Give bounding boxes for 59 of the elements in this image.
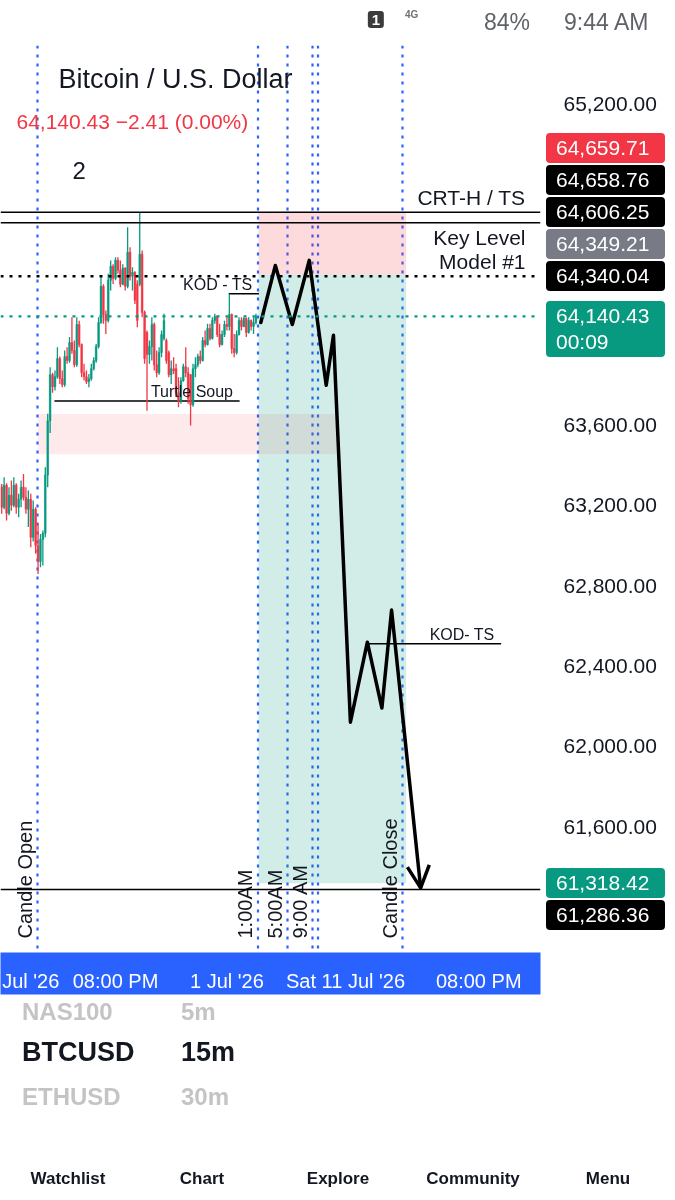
text: Explore (306, 1169, 370, 1189)
y-tick-label: 63,200.00 (563, 493, 657, 517)
y-tick-label: 62,400.00 (563, 653, 657, 677)
ref-line-label: 64,606.25 (546, 196, 665, 227)
text: 4G (405, 9, 419, 21)
candlestick (39, 533, 42, 568)
text: Chart (179, 1169, 225, 1189)
candlestick (150, 316, 153, 362)
text: Menu (585, 1169, 631, 1189)
annotation: Candle Open (13, 820, 36, 939)
x-tick-label: 08:00 PM (435, 969, 522, 992)
text: Bitcoin / U.S. Dollar (58, 63, 293, 94)
text: 9:44 AM (564, 9, 649, 36)
candlestick (0, 483, 3, 515)
annotation: Model #1 (439, 250, 526, 274)
ref-line-label: 64,140.43 00:09 (546, 300, 665, 357)
annotation: 1:00AM (234, 869, 256, 939)
annotation: 2 (72, 157, 86, 184)
annotation: Candle Close (378, 818, 401, 939)
x-tick-label: 08:00 PM (72, 969, 159, 992)
text: BTCUSD (22, 1037, 135, 1069)
ref-line-label: 64,658.76 (546, 164, 665, 195)
ref-line-label: 64,340.04 (546, 260, 665, 291)
series-label: KOD - TS (183, 275, 253, 293)
ref-line-label: 61,286.36 (546, 899, 665, 930)
x-tick-label: 1 Jul '26 (189, 969, 264, 992)
series-label: KOD- TS (429, 625, 495, 643)
candlestick (3, 476, 6, 510)
candlestick (10, 479, 13, 512)
annotation: 9:00 AM (288, 865, 311, 939)
y-tick-label: 65,200.00 (563, 91, 657, 115)
candlestick (131, 266, 134, 292)
annotation: CRT-H / TS (417, 186, 526, 210)
annotation: 5:00AM (263, 869, 286, 939)
text: NAS100 (22, 998, 113, 1026)
candlestick (124, 266, 127, 292)
text: 30m (181, 1083, 230, 1111)
y-tick-label: 63,600.00 (563, 412, 657, 436)
text: Watchlist (30, 1169, 106, 1189)
candlestick (12, 476, 15, 508)
text: 64,659.71 (546, 132, 665, 163)
annotation: Key Level (433, 225, 526, 249)
text: 64,140.43 −2.41 (0.00%) (16, 110, 249, 133)
text: ETHUSD (22, 1083, 121, 1111)
x-tick-label: Jul '26 (2, 969, 60, 992)
y-tick-label: 62,800.00 (563, 573, 657, 597)
x-tick-label: Sat 11 Jul '26 (286, 969, 406, 992)
text: 84% (484, 9, 531, 36)
candlestick (27, 489, 30, 528)
y-tick-label: 61,600.00 (563, 814, 657, 838)
candlestick (65, 346, 69, 365)
text: 61,318.42 (546, 867, 665, 898)
text: Community (426, 1169, 520, 1189)
candlestick (51, 372, 54, 394)
text: 64,349.21 (546, 228, 665, 259)
text: 1 (367, 11, 385, 29)
y-tick-label: 62,000.00 (563, 734, 657, 758)
text: 5m (181, 998, 216, 1026)
text: 15m (181, 1037, 236, 1069)
